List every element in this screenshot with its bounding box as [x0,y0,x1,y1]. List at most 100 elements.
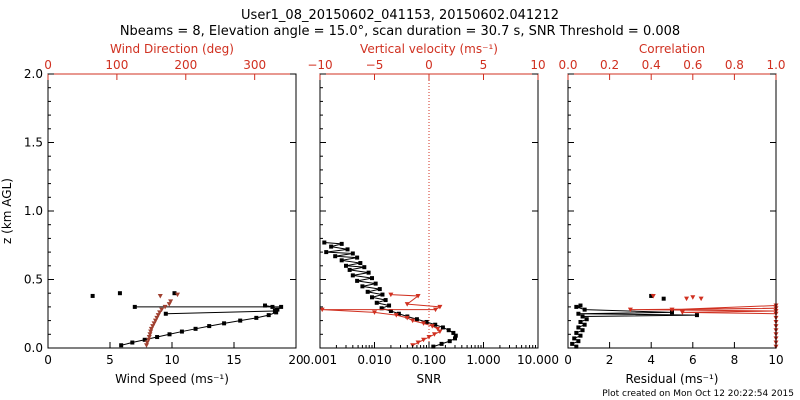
data-point [627,307,633,313]
top-tick-label: 1.0 [766,58,785,72]
x-tick-label: 0.001 [303,353,337,367]
data-point [172,291,177,296]
data-point [275,307,280,312]
panel-snr-frame [319,73,539,349]
data-point [694,313,699,318]
data-point [453,336,458,341]
data-point [358,261,363,266]
data-point [414,317,419,322]
data-point [410,318,416,324]
data-point [433,322,438,327]
x-tick-label: 8 [731,353,739,367]
data-point [439,341,444,346]
data-point [144,343,150,348]
data-point [119,343,124,348]
data-point [339,241,344,246]
data-point [576,311,581,316]
data-point [431,332,437,337]
data-point [415,340,421,346]
data-point [437,329,443,335]
x-tick-label: 15 [226,353,241,367]
data-point [383,298,388,303]
data-point [684,296,690,302]
data-point [572,336,577,341]
top-tick-label: −5 [366,58,384,72]
chart-title-line2: Nbeams = 8, Elevation angle = 15.0°, sca… [120,24,680,39]
x-tick-label: 10 [768,353,783,367]
series-line [165,310,275,315]
data-point [388,292,394,298]
panel-residual: 0 2 4 6 8 10 0.0 0.2 0.4 0.6 0.8 1.0 Residual (ms⁻¹… [558,42,785,386]
data-point [421,337,427,343]
data-point [345,247,350,252]
x-tick-label: 0.010 [357,353,391,367]
panel-residual-top-xlabel: Correlation [639,42,705,56]
y-tick-label: 1.5 [24,136,43,150]
data-point [168,299,174,304]
data-point [404,315,410,321]
data-point [388,309,393,314]
data-point [578,303,583,308]
data-point [387,303,392,308]
data-point [175,292,181,298]
y-tick-label: 2.0 [24,67,43,81]
data-point [370,276,375,281]
data-point [429,324,435,329]
panel-residual-series [570,293,779,350]
data-point [142,337,147,342]
top-tick-label: 100 [105,58,128,72]
data-point [435,326,441,332]
data-point [698,296,704,302]
top-tick-label: 0.4 [642,58,661,72]
data-point [344,263,349,268]
panel-wind-top-xlabel: Wind Direction (deg) [110,42,234,56]
data-point [272,309,277,314]
data-point [574,330,579,335]
data-point [157,293,163,299]
data-point [360,284,365,289]
data-point [207,324,212,329]
data-point [147,332,153,337]
top-tick-label: 0 [425,58,433,72]
data-point [146,337,152,343]
data-point [453,333,458,338]
data-point [570,341,575,346]
data-point [415,293,421,299]
panel-snr: 0.001 0.010 0.100 1.000 10.000−10 −5 0 5 10 SNR … [303,42,559,386]
panel-wind-xlabel: Wind Speed (ms⁻¹) [115,372,229,386]
data-point [578,333,583,338]
x-tick-label: 20 [288,353,303,367]
data-point [155,335,160,340]
panel-residual-axes: 0 2 4 6 8 10 0.0 0.2 0.4 0.6 0.8 1.0 [558,58,785,367]
data-point [238,318,243,323]
data-point [447,339,452,344]
x-tick-label: 0 [44,353,52,367]
data-point [580,328,585,333]
panel-residual-xlabel: Residual (ms⁻¹) [626,372,719,386]
data-point [576,325,581,330]
data-point [319,307,325,313]
top-tick-label: 200 [174,58,197,72]
data-point [582,307,587,312]
panel-wind-series [90,291,284,348]
panel-snr-series [319,74,458,349]
chart-title-line1: User1_08_20150602_041153, 20150602.04121… [241,8,559,23]
data-point [148,329,154,335]
data-point [650,293,656,299]
top-tick-label: 0.6 [683,58,702,72]
data-point [322,240,327,245]
data-point [574,304,579,309]
data-point [355,278,360,283]
data-point [373,281,378,286]
data-point [163,311,168,316]
data-point [266,313,271,318]
data-point [117,291,122,296]
data-point [404,302,410,307]
series-line [322,294,442,346]
data-point [179,329,184,334]
data-point [576,339,581,344]
panel-snr-axes: 0.001 0.010 0.100 1.000 10.000 −10 −5 0 5 10 [303,58,559,367]
data-point [355,255,360,260]
top-tick-label: 10 [530,58,545,72]
